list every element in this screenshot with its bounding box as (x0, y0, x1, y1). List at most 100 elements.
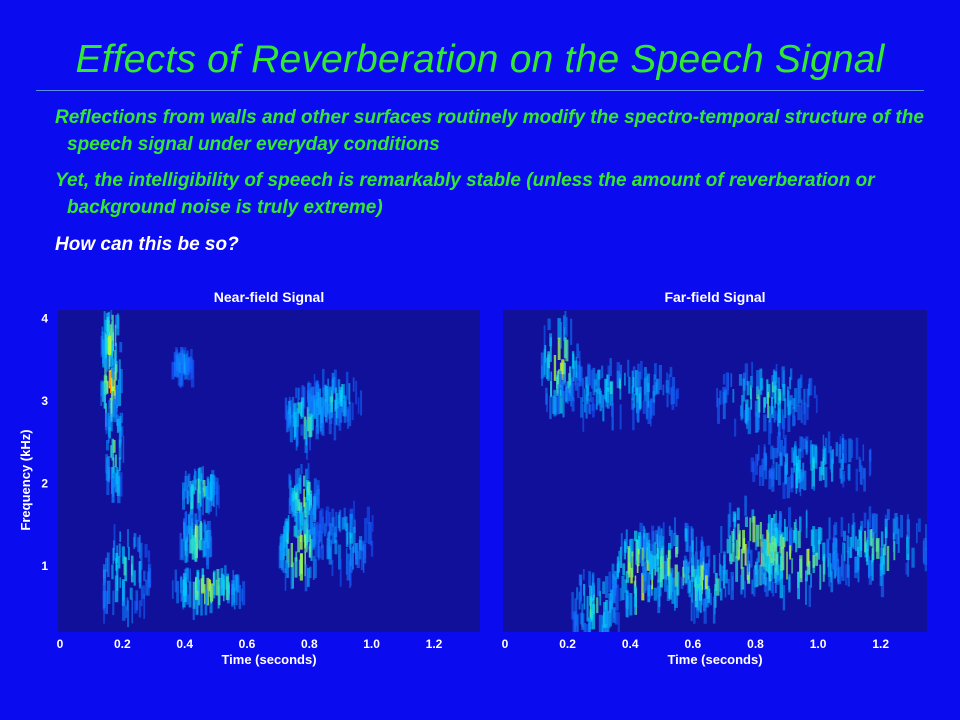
spectro-mark (638, 386, 642, 409)
spectro-mark (190, 360, 195, 388)
spectro-mark (309, 493, 313, 506)
spectro-mark (315, 425, 319, 440)
spectro-mark (280, 533, 284, 551)
spectro-mark (900, 514, 903, 538)
spectro-mark (581, 603, 584, 628)
spectro-mark (585, 395, 588, 419)
spectro-mark (187, 473, 191, 487)
spectro-mark (144, 544, 148, 558)
spectro-mark (791, 467, 794, 488)
spectro-mark (191, 518, 193, 546)
spectro-mark (557, 337, 561, 360)
spectro-mark (184, 537, 188, 563)
spectro-mark (855, 468, 858, 492)
spectro-mark (106, 380, 109, 394)
spectro-mark (350, 542, 352, 567)
spectro-mark (751, 509, 755, 523)
spectro-mark (905, 562, 908, 575)
y-tick-label: 2 (41, 476, 48, 490)
spectro-mark (800, 399, 803, 424)
spectro-mark (127, 529, 129, 548)
spectro-mark (714, 573, 718, 591)
spectro-mark (316, 480, 320, 496)
spectro-mark (858, 456, 861, 473)
spectro-mark (705, 575, 708, 590)
spectro-mark (320, 397, 324, 424)
spectro-mark (587, 364, 591, 386)
spectro-mark (651, 543, 655, 570)
spectro-mark (606, 392, 610, 409)
spectro-mark (106, 471, 110, 495)
x-tick-label: 0.8 (747, 637, 764, 651)
spectro-mark (185, 594, 190, 605)
spectro-mark (725, 372, 729, 396)
spectro-mark (200, 473, 203, 490)
spectro-mark (801, 437, 804, 459)
spectro-mark (595, 388, 598, 410)
spectro-mark (625, 571, 630, 583)
spectro-mark (584, 388, 586, 413)
spectro-mark (797, 571, 800, 588)
spectro-mark (331, 402, 334, 418)
spectro-mark (570, 318, 573, 345)
spectro-mark (582, 378, 584, 402)
spectro-mark (192, 581, 196, 609)
spectro-mark (619, 404, 622, 430)
spectro-mark (833, 524, 836, 543)
spectro-mark (298, 387, 301, 401)
spectro-mark (806, 388, 810, 408)
spectro-mark (906, 534, 908, 549)
spectro-mark (328, 409, 332, 435)
spectro-mark (808, 377, 813, 396)
spectro-mark (846, 551, 850, 578)
spectro-mark (117, 556, 121, 569)
spectro-mark (789, 545, 792, 560)
spectro-mark (605, 576, 609, 598)
spectro-mark (565, 383, 568, 395)
spectro-mark (660, 528, 663, 550)
spectro-mark (303, 488, 305, 507)
spectro-mark (119, 369, 123, 394)
spectro-mark (784, 398, 787, 418)
spectro-mark (321, 544, 324, 560)
spectro-mark (671, 386, 675, 410)
spectro-mark (720, 588, 723, 601)
spectro-mark (127, 600, 129, 628)
spectro-mark (279, 536, 282, 561)
spectro-mark (886, 509, 890, 521)
spectro-mark (292, 562, 294, 589)
spectro-mark (559, 385, 563, 414)
spectro-mark (847, 523, 850, 534)
spectro-mark (315, 525, 319, 537)
spectro-mark (727, 578, 730, 595)
spectro-mark (615, 584, 619, 611)
spectro-mark (842, 438, 845, 463)
spectro-mark (734, 418, 737, 437)
spectro-mark (832, 543, 835, 571)
spectro-mark (360, 390, 363, 416)
spectro-mark (758, 445, 760, 461)
spectro-mark (562, 315, 566, 328)
spectro-mark (822, 542, 826, 561)
spectro-mark (120, 428, 122, 443)
bullet-question: How can this be so? (55, 234, 239, 255)
spectro-mark (211, 474, 215, 486)
spectro-mark (182, 482, 186, 510)
spectro-mark (738, 533, 740, 559)
spectro-mark (111, 564, 114, 580)
spectro-mark (295, 427, 299, 446)
spectro-mark (781, 409, 784, 430)
spectro-mark (733, 517, 736, 540)
spectro-mark (851, 524, 854, 548)
spectro-mark (188, 514, 191, 534)
spectro-mark (611, 578, 616, 604)
spectro-mark (773, 537, 778, 561)
spectro-mark (633, 393, 636, 408)
spectro-mark (218, 484, 220, 509)
y-tick-label: 4 (41, 311, 48, 325)
spectro-mark (830, 563, 832, 583)
spectro-mark (601, 365, 604, 379)
spectro-mark (371, 515, 374, 532)
spectro-mark (331, 372, 335, 391)
spectro-mark (118, 543, 121, 557)
